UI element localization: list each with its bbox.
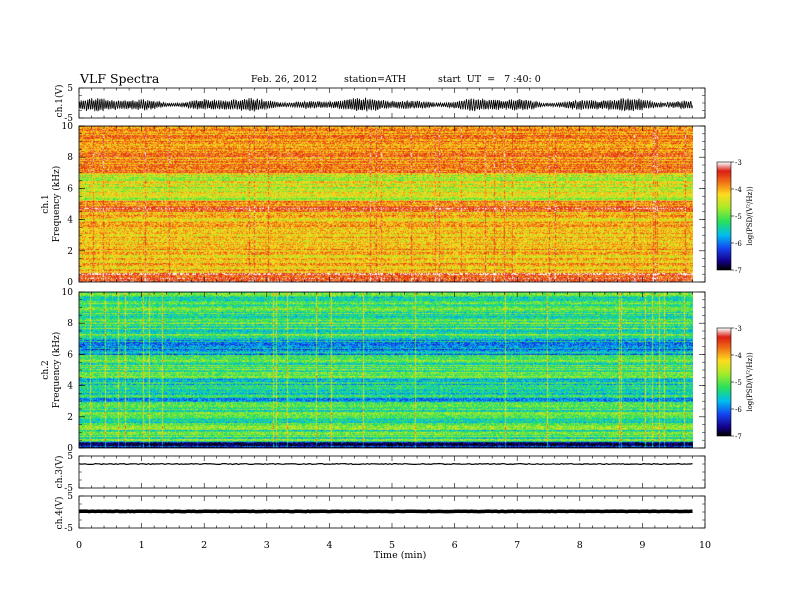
x-tick-label: 4 <box>326 540 332 551</box>
ch1-colorbar <box>717 162 731 270</box>
colorbar-tick-label: -7 <box>735 267 742 275</box>
colorbar-tick-label: -4 <box>735 352 742 360</box>
colorbar-tick-label: -6 <box>735 240 742 248</box>
x-tick-label: 9 <box>639 540 645 551</box>
y-tick-label: 0 <box>67 278 73 288</box>
y-tick-label: 6 <box>67 184 73 194</box>
x-tick-label: 8 <box>577 540 583 551</box>
station-label: station=ATH <box>344 74 406 85</box>
y-tick-label: -5 <box>64 484 73 494</box>
ch2-spec-ylabel-line1: ch.2 <box>41 360 51 379</box>
y-tick-label: -5 <box>64 524 73 534</box>
colorbar-tick-label: -5 <box>735 379 742 387</box>
colorbar-tick-label: -6 <box>735 406 742 414</box>
colorbar-tick-label: -3 <box>735 159 742 167</box>
colorbar-tick-label: -5 <box>735 213 742 221</box>
ch4-voltage-ylabel: ch.4(V) <box>54 497 65 530</box>
ch1-spec-ylabel-line1: ch.1 <box>41 194 51 213</box>
y-tick-label: 4 <box>67 382 73 392</box>
x-axis-label: Time (min) <box>374 550 427 561</box>
y-tick-label: 8 <box>67 319 73 329</box>
ch1-colorbar-label: log(PSD/(V²/Hz)) <box>746 186 754 246</box>
colorbar-frame <box>716 327 732 437</box>
x-tick-label: 5 <box>389 540 395 551</box>
ch4-waveform-line <box>78 509 693 514</box>
ch3-voltage-ylabel: ch.3(V) <box>54 456 65 489</box>
figure-title: VLF Spectra <box>80 71 160 86</box>
x-tick-label: 1 <box>139 540 145 551</box>
y-tick-label: 2 <box>67 413 73 423</box>
colorbar-tick-label: -7 <box>735 433 742 441</box>
ch2-colorbar <box>717 328 731 436</box>
x-tick-label: 3 <box>264 540 270 551</box>
colorbar-tick-label: -4 <box>735 186 742 194</box>
ch1-waveform-line <box>78 97 693 112</box>
y-tick-label: 5 <box>67 452 73 462</box>
x-tick-label: 0 <box>76 540 82 551</box>
y-tick-label: 4 <box>67 216 73 226</box>
y-tick-label: 6 <box>67 350 73 360</box>
ch2-spectrogram-image <box>79 292 693 448</box>
y-tick-label: 0 <box>67 444 73 454</box>
ch2-colorbar-label: log(PSD/(V²/Hz)) <box>746 352 754 412</box>
ch3-waveform-line <box>78 462 693 466</box>
date-label: Feb. 26, 2012 <box>251 74 318 85</box>
panel-frame <box>78 291 706 449</box>
colorbar-tick-label: -3 <box>735 325 742 333</box>
ch1-spec-ylabel-line2: Frequency (kHz) <box>51 166 62 243</box>
y-tick-label: -5 <box>64 114 73 124</box>
y-tick-label: 10 <box>62 288 74 298</box>
x-tick-label: 6 <box>452 540 458 551</box>
x-tick-label: 2 <box>201 540 207 551</box>
colorbar-frame <box>716 161 732 271</box>
y-tick-label: 5 <box>67 84 73 94</box>
y-tick-label: 10 <box>62 122 74 132</box>
ch1-spectrogram-image <box>79 126 693 282</box>
ch2-spec-ylabel-line2: Frequency (kHz) <box>51 332 62 409</box>
x-tick-label: 7 <box>514 540 520 551</box>
y-tick-label: 8 <box>67 153 73 163</box>
start-time-label: start UT = 7 :40: 0 <box>438 74 541 85</box>
x-tick-label: 10 <box>699 540 711 551</box>
y-tick-label: 2 <box>67 247 73 257</box>
panel-frame <box>78 125 706 283</box>
y-tick-label: 5 <box>67 492 73 502</box>
ch1-voltage-ylabel: ch.1(V) <box>54 85 65 118</box>
